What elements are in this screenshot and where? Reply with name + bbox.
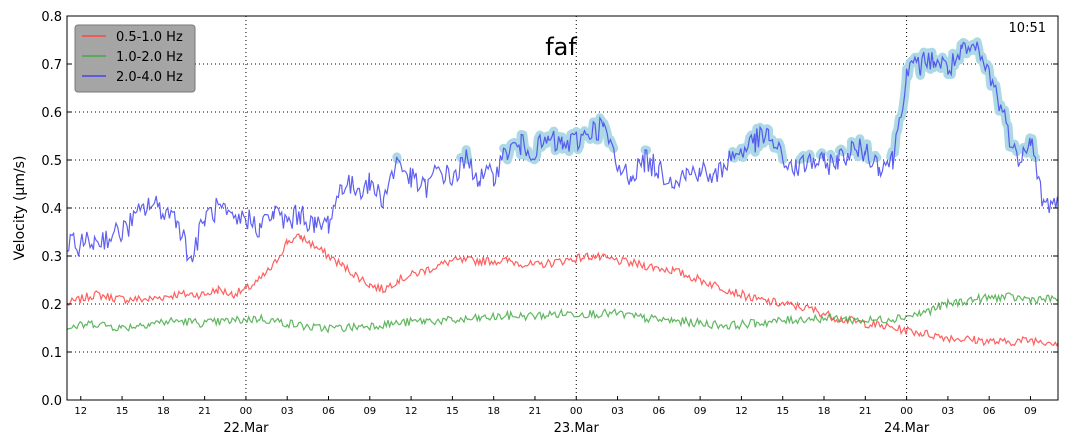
x-tick-label: 21	[198, 406, 211, 417]
x-tick-label: 00	[570, 406, 583, 417]
x-tick-label: 18	[818, 406, 831, 417]
series-line-3	[66, 41, 1059, 263]
x-tick-label: 15	[446, 406, 459, 417]
day-label: 22.Mar	[223, 421, 269, 436]
x-tick-label: 06	[652, 406, 665, 417]
series-line-1	[66, 233, 1059, 347]
y-tick-label: 0.2	[41, 298, 62, 313]
x-tick-label: 15	[116, 406, 129, 417]
x-tick-label: 09	[1024, 406, 1037, 417]
y-tick-label: 0.6	[41, 106, 62, 121]
y-tick-label: 0.3	[41, 250, 62, 265]
y-tick-label: 0.5	[41, 154, 62, 169]
y-tick-label: 0.4	[41, 202, 62, 217]
x-tick-label: 03	[942, 406, 955, 417]
day-label: 24.Mar	[884, 421, 930, 436]
x-axis: 22.Mar 23.Mar 24.Mar 12 15 18 21 00 03 06 09 12 15 18…	[74, 396, 1037, 436]
x-tick-label: 00	[240, 406, 253, 417]
y-axis: 0.0 0.1 0.2 0.3 0.4 0.5 0.6 0.7 0.8	[41, 10, 1058, 409]
y-tick-label: 0.7	[41, 58, 62, 73]
x-tick-label: 03	[281, 406, 294, 417]
x-tick-label: 12	[405, 406, 418, 417]
x-tick-label: 12	[74, 406, 87, 417]
legend: 0.5-1.0 Hz 1.0-2.0 Hz 2.0-4.0 Hz	[74, 24, 196, 93]
x-tick-label: 06	[983, 406, 996, 417]
x-tick-label: 21	[859, 406, 872, 417]
x-tick-label: 03	[611, 406, 624, 417]
x-tick-label: 18	[157, 406, 170, 417]
threshold-segment	[890, 37, 1022, 158]
series-line-2	[66, 292, 1059, 334]
series-lines	[66, 41, 1059, 347]
y-axis-title: Velocity (μm/s)	[12, 156, 28, 261]
x-tick-label: 21	[529, 406, 542, 417]
x-tick-label: 09	[694, 406, 707, 417]
x-tick-label: 06	[322, 406, 335, 417]
chart-title: faf	[545, 33, 577, 61]
legend-label: 1.0-2.0 Hz	[116, 50, 183, 65]
x-tick-label: 09	[363, 406, 376, 417]
y-tick-label: 0.1	[41, 346, 62, 361]
x-tick-label: 00	[900, 406, 913, 417]
legend-label: 0.5-1.0 Hz	[116, 30, 183, 45]
x-tick-label: 12	[735, 406, 748, 417]
threshold-highlight	[392, 37, 1040, 165]
x-tick-label: 18	[487, 406, 500, 417]
y-tick-label: 0.0	[41, 394, 62, 409]
time-stamp: 10:51	[1009, 21, 1046, 36]
day-label: 23.Mar	[554, 421, 600, 436]
x-tick-label: 15	[776, 406, 789, 417]
legend-label: 2.0-4.0 Hz	[116, 70, 183, 85]
y-tick-label: 0.8	[41, 10, 62, 25]
